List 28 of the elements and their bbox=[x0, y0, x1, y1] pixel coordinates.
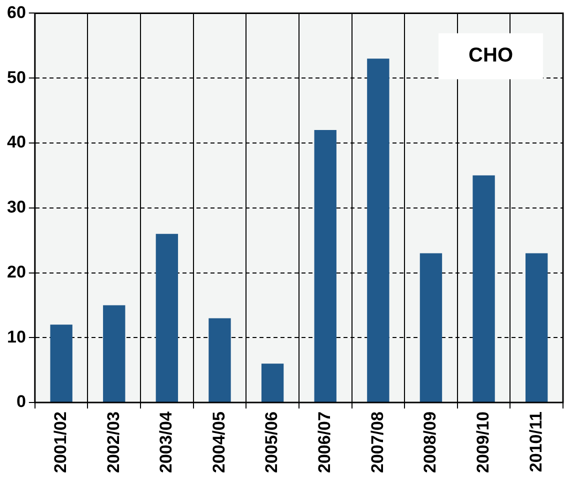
y-tick-label: 0 bbox=[16, 392, 26, 412]
bar bbox=[314, 130, 336, 402]
bar bbox=[103, 305, 126, 402]
x-tick-label: 2004/05 bbox=[209, 412, 228, 473]
bar bbox=[261, 364, 284, 402]
bar bbox=[50, 324, 72, 402]
bar bbox=[472, 175, 495, 402]
annotation: CHO bbox=[468, 44, 514, 67]
y-tick-label: 40 bbox=[6, 132, 26, 152]
bar bbox=[367, 58, 390, 402]
bar bbox=[208, 318, 231, 402]
bar bbox=[526, 253, 548, 402]
x-tick-label: 2003/04 bbox=[156, 411, 176, 473]
y-tick-label: 60 bbox=[6, 2, 26, 22]
bar bbox=[156, 234, 178, 402]
x-tick-label: 2005/06 bbox=[262, 412, 282, 473]
y-tick-label: 20 bbox=[6, 262, 26, 282]
x-tick-label: 2010/11 bbox=[526, 412, 546, 472]
bar bbox=[420, 253, 442, 402]
x-tick-label: 2001/02 bbox=[51, 412, 70, 473]
x-tick-label: 2008/09 bbox=[420, 412, 440, 473]
y-tick-label: 30 bbox=[6, 198, 26, 217]
x-tick-label: 2002/03 bbox=[104, 412, 123, 473]
x-tick-label: 2007/08 bbox=[368, 412, 387, 473]
y-tick-label: 50 bbox=[6, 68, 26, 87]
y-tick-label: 10 bbox=[6, 327, 26, 346]
x-tick-label: 2009/10 bbox=[473, 412, 492, 473]
x-tick-label: 2006/07 bbox=[315, 412, 334, 473]
